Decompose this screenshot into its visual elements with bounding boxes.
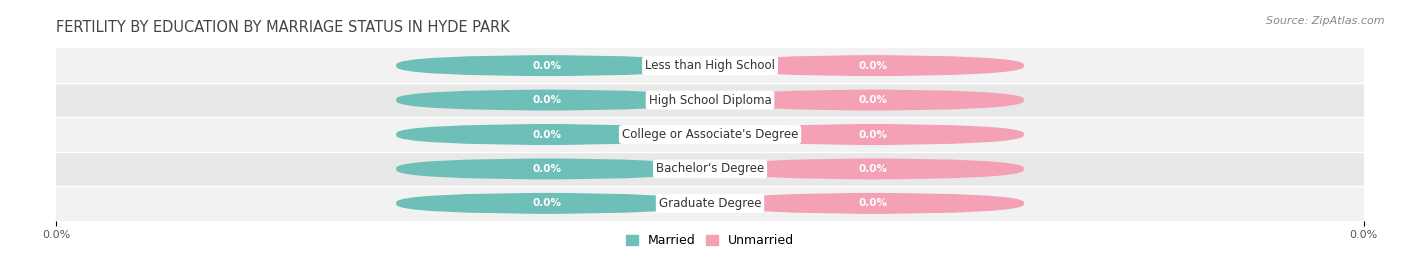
- Text: 0.0%: 0.0%: [531, 95, 561, 105]
- Text: 0.0%: 0.0%: [531, 61, 561, 71]
- FancyBboxPatch shape: [396, 124, 697, 145]
- FancyBboxPatch shape: [723, 89, 1024, 111]
- Text: 0.0%: 0.0%: [531, 198, 561, 208]
- Text: FERTILITY BY EDUCATION BY MARRIAGE STATUS IN HYDE PARK: FERTILITY BY EDUCATION BY MARRIAGE STATU…: [56, 20, 510, 35]
- Text: 0.0%: 0.0%: [859, 95, 889, 105]
- FancyBboxPatch shape: [723, 55, 1024, 76]
- FancyBboxPatch shape: [396, 158, 697, 180]
- Text: 0.0%: 0.0%: [531, 164, 561, 174]
- Text: Bachelor's Degree: Bachelor's Degree: [657, 162, 763, 175]
- FancyBboxPatch shape: [396, 193, 697, 214]
- Text: Less than High School: Less than High School: [645, 59, 775, 72]
- Text: 0.0%: 0.0%: [859, 198, 889, 208]
- FancyBboxPatch shape: [723, 193, 1024, 214]
- FancyBboxPatch shape: [396, 89, 697, 111]
- Text: College or Associate's Degree: College or Associate's Degree: [621, 128, 799, 141]
- FancyBboxPatch shape: [723, 124, 1024, 145]
- FancyBboxPatch shape: [723, 158, 1024, 180]
- Text: 0.0%: 0.0%: [859, 164, 889, 174]
- Legend: Married, Unmarried: Married, Unmarried: [620, 229, 800, 252]
- Bar: [56, 117, 1364, 152]
- Bar: [56, 48, 1364, 83]
- Bar: [56, 186, 1364, 221]
- Text: 0.0%: 0.0%: [859, 61, 889, 71]
- Text: Graduate Degree: Graduate Degree: [659, 197, 761, 210]
- Text: High School Diploma: High School Diploma: [648, 94, 772, 107]
- Text: 0.0%: 0.0%: [531, 129, 561, 140]
- Text: Source: ZipAtlas.com: Source: ZipAtlas.com: [1267, 16, 1385, 26]
- FancyBboxPatch shape: [396, 55, 697, 76]
- Bar: [56, 152, 1364, 186]
- Bar: [56, 83, 1364, 117]
- Text: 0.0%: 0.0%: [859, 129, 889, 140]
